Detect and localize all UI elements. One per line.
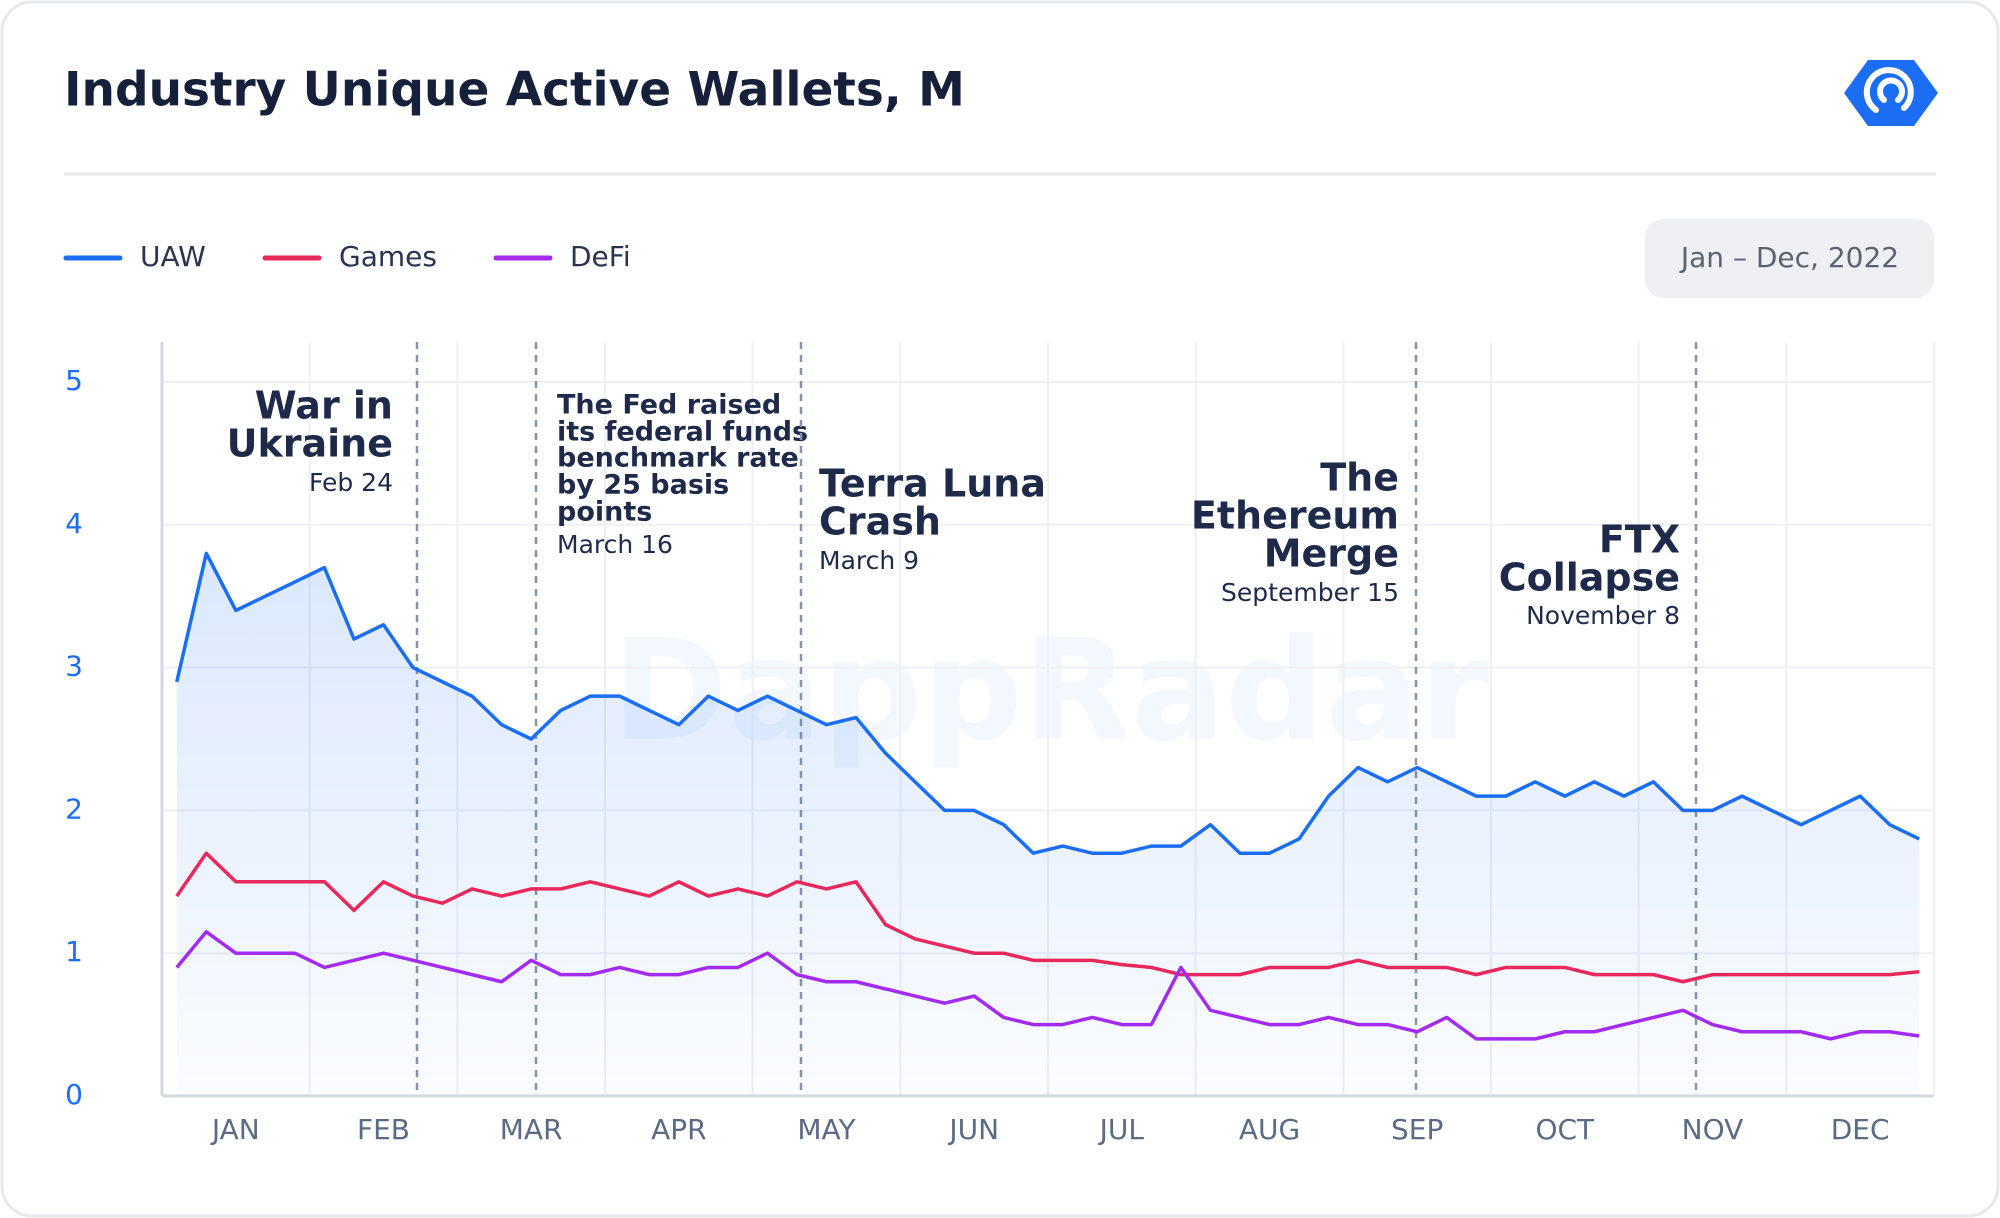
x-tick-label: SEP [1391, 1113, 1443, 1146]
annotation-title: Terra Luna [819, 462, 1046, 506]
x-tick-label: JUN [947, 1113, 999, 1146]
chart-title: Industry Unique Active Wallets, M [64, 63, 965, 118]
series-line [175, 930, 1920, 1041]
annotation-title: by 25 basis [557, 470, 729, 501]
x-tick-label: DEC [1831, 1113, 1890, 1146]
annotation-title: Merge [1264, 532, 1399, 576]
x-tick-label: APR [651, 1113, 707, 1146]
x-tick-label: FEB [357, 1113, 410, 1146]
y-tick-label: 4 [65, 507, 83, 540]
date-range[interactable]: Jan – Dec, 2022 [1679, 241, 1899, 274]
y-tick-label: 2 [65, 792, 83, 825]
annotation-title: The Fed raised [557, 390, 781, 421]
annotation-title: Collapse [1499, 556, 1680, 600]
annotation-date: March 16 [557, 530, 673, 559]
brand-logo [1844, 60, 1938, 126]
annotation-date: September 15 [1221, 578, 1399, 607]
annotation-title: The [1320, 456, 1399, 500]
y-tick-label: 3 [65, 650, 83, 683]
annotation-title: FTX [1599, 518, 1680, 562]
annotation-date: November 8 [1526, 601, 1680, 630]
x-tick-label: MAY [797, 1113, 856, 1146]
date-range-pill[interactable] [1645, 219, 1934, 298]
annotation-date: Feb 24 [309, 468, 393, 497]
annotation-title: its federal funds [557, 417, 808, 448]
x-tick-label: MAR [500, 1113, 563, 1146]
annotation-title: Ukraine [227, 422, 393, 466]
x-tick-label: NOV [1682, 1113, 1744, 1146]
x-tick-label: OCT [1535, 1113, 1595, 1146]
legend-label: Games [339, 240, 437, 273]
annotation-title: benchmark rate [557, 443, 799, 474]
y-tick-label: 1 [65, 935, 83, 968]
area [176, 553, 1920, 1096]
y-tick-label: 0 [65, 1078, 83, 1111]
x-tick-label: JAN [210, 1113, 260, 1146]
x-tick-label: JUL [1098, 1113, 1145, 1146]
y-tick-label: 5 [65, 364, 83, 397]
legend-label: UAW [140, 240, 206, 273]
annotation-title: Ethereum [1191, 494, 1399, 538]
series-line [175, 551, 1920, 855]
annotation-title: War in [255, 384, 393, 428]
series-line [175, 851, 1920, 984]
annotation-title: Crash [819, 500, 941, 544]
x-tick-label: AUG [1239, 1113, 1300, 1146]
annotation-title: points [557, 497, 652, 528]
annotation-date: March 9 [819, 546, 919, 575]
legend-label: DeFi [570, 240, 631, 273]
